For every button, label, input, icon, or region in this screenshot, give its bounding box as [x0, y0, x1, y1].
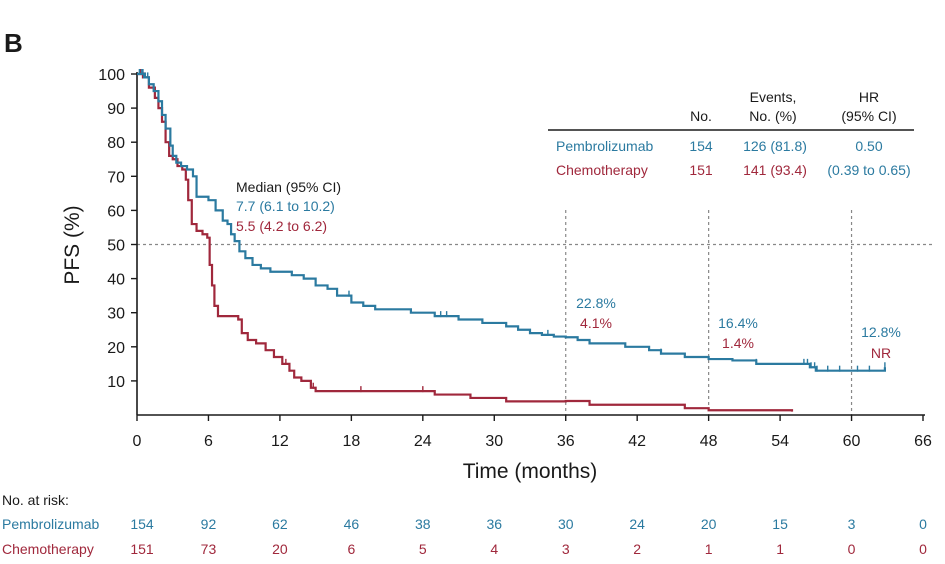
y-tick-label: 70 — [107, 169, 125, 186]
at-risk-value-chemotherapy: 0 — [848, 541, 856, 557]
table-row-pembrolizumab-no: 154 — [689, 138, 713, 154]
table-header-events-1: Events, — [750, 89, 797, 105]
median-annotation: Median (95% CI) 7.7 (6.1 to 10.2) 5.5 (4… — [236, 179, 341, 234]
x-tick-label: 24 — [414, 433, 432, 450]
median-pembrolizumab: 7.7 (6.1 to 10.2) — [236, 198, 335, 214]
median-chemotherapy: 5.5 (4.2 to 6.2) — [236, 218, 327, 234]
axes: 10 20 30 40 50 60 70 80 90 100 0 6 12 18 24 30 36 42 48 54 6… — [98, 67, 932, 450]
at-risk-label: No. at risk: — [2, 492, 69, 508]
at-risk-value-chemotherapy: 1 — [705, 541, 713, 557]
table-row-pembrolizumab-events: 126 (81.8) — [743, 138, 807, 154]
km-curve-pembrolizumab — [137, 72, 886, 372]
median-title: Median (95% CI) — [236, 179, 341, 195]
curves — [137, 69, 886, 412]
at-risk-value-chemotherapy: 5 — [419, 541, 427, 557]
at-risk-value-pembrolizumab: 92 — [201, 516, 217, 532]
y-tick-label: 50 — [107, 238, 125, 255]
y-axis-label: PFS (%) — [61, 205, 84, 284]
at-risk-value-pembrolizumab: 38 — [415, 516, 431, 532]
table-header-events-2: No. (%) — [749, 108, 796, 124]
reference-lines — [137, 210, 932, 415]
at-risk-value-chemotherapy: 2 — [633, 541, 641, 557]
at-risk-value-pembrolizumab: 62 — [272, 516, 288, 532]
landmark-labels: 22.8% 4.1% 16.4% 1.4% 12.8% NR — [576, 295, 901, 361]
at-risk-value-pembrolizumab: 36 — [486, 516, 502, 532]
at-risk-row-chemotherapy-name: Chemotherapy — [2, 541, 94, 557]
table-header-hr-2: (95% CI) — [841, 108, 896, 124]
at-risk-value-pembrolizumab: 46 — [344, 516, 360, 532]
y-tick-label: 100 — [98, 67, 125, 84]
at-risk-value-chemotherapy: 73 — [201, 541, 217, 557]
y-tick-label: 80 — [107, 135, 125, 152]
table-header-no: No. — [690, 108, 712, 124]
landmark-60-chemotherapy: NR — [871, 345, 891, 361]
at-risk-value-pembrolizumab: 15 — [772, 516, 788, 532]
landmark-60-pembrolizumab: 12.8% — [861, 324, 901, 340]
x-tick-label: 0 — [133, 433, 142, 450]
at-risk-value-pembrolizumab: 154 — [130, 516, 154, 532]
at-risk-value-chemotherapy: 4 — [490, 541, 498, 557]
y-tick-label: 10 — [107, 374, 125, 391]
at-risk-value-chemotherapy: 6 — [347, 541, 355, 557]
x-tick-label: 12 — [271, 433, 289, 450]
table-hr-value: 0.50 — [855, 138, 882, 154]
at-risk-row-pembrolizumab-name: Pembrolizumab — [2, 516, 99, 532]
x-tick-label: 30 — [485, 433, 503, 450]
landmark-36-pembrolizumab: 22.8% — [576, 295, 616, 311]
panel-label: B — [4, 28, 23, 58]
y-tick-label: 90 — [107, 101, 125, 118]
at-risk-value-pembrolizumab: 0 — [919, 516, 927, 532]
at-risk-value-chemotherapy: 20 — [272, 541, 288, 557]
x-tick-label: 36 — [557, 433, 575, 450]
x-tick-label: 48 — [700, 433, 718, 450]
at-risk-value-chemotherapy: 1 — [776, 541, 784, 557]
y-tick-label: 20 — [107, 340, 125, 357]
at-risk-value-pembrolizumab: 20 — [701, 516, 717, 532]
x-axis-label: Time (months) — [463, 460, 598, 483]
at-risk-value-pembrolizumab: 30 — [558, 516, 574, 532]
summary-table: No. Events, No. (%) HR (95% CI) Pembroli… — [548, 89, 914, 178]
x-tick-label: 66 — [914, 433, 932, 450]
table-row-chemotherapy-no: 151 — [689, 162, 713, 178]
x-tick-label: 18 — [342, 433, 360, 450]
at-risk-value-chemotherapy: 0 — [919, 541, 927, 557]
at-risk-value-chemotherapy: 151 — [130, 541, 154, 557]
landmark-36-chemotherapy: 4.1% — [580, 315, 612, 331]
x-tick-label: 42 — [628, 433, 646, 450]
at-risk-value-pembrolizumab: 3 — [848, 516, 856, 532]
at-risk-table: No. at risk: Pembrolizumab Chemotherapy … — [2, 492, 927, 557]
y-tick-label: 30 — [107, 306, 125, 323]
x-tick-label: 60 — [843, 433, 861, 450]
table-row-pembrolizumab-name: Pembrolizumab — [556, 138, 653, 154]
landmark-48-chemotherapy: 1.4% — [722, 335, 754, 351]
landmark-48-pembrolizumab: 16.4% — [718, 315, 758, 331]
table-row-chemotherapy-name: Chemotherapy — [556, 162, 648, 178]
at-risk-value-pembrolizumab: 24 — [629, 516, 645, 532]
at-risk-value-chemotherapy: 3 — [562, 541, 570, 557]
table-hr-ci: (0.39 to 0.65) — [827, 162, 910, 178]
km-curve-chemotherapy — [137, 72, 794, 412]
x-tick-label: 6 — [204, 433, 213, 450]
y-tick-label: 40 — [107, 272, 125, 289]
table-header-hr-1: HR — [859, 89, 879, 105]
table-row-chemotherapy-events: 141 (93.4) — [743, 162, 807, 178]
y-tick-label: 60 — [107, 203, 125, 220]
x-tick-label: 54 — [771, 433, 789, 450]
